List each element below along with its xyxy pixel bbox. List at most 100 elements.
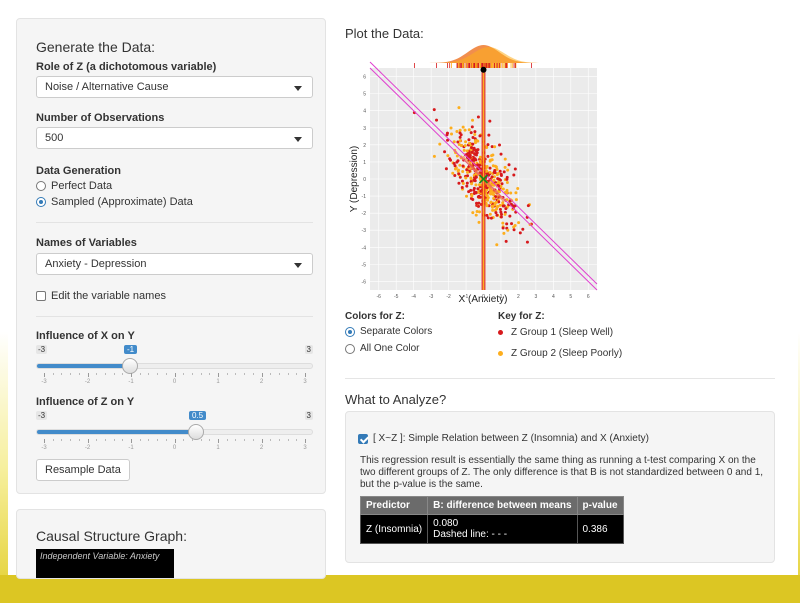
- data-point: [472, 158, 476, 162]
- radio-one-color-label: All One Color: [360, 343, 420, 354]
- data-point: [464, 176, 468, 180]
- data-point: [501, 221, 505, 225]
- names-select[interactable]: Anxiety - Depression: [36, 253, 313, 275]
- data-point: [508, 199, 512, 203]
- data-point: [498, 143, 502, 147]
- data-point: [494, 195, 498, 199]
- radio-separate-colors[interactable]: Separate Colors: [345, 326, 432, 337]
- slider-tick: [61, 373, 63, 375]
- key-item-group1: Z Group 1 (Sleep Well): [498, 327, 613, 338]
- x-tick-label: 6: [587, 294, 590, 300]
- radio-selected-icon[interactable]: [36, 197, 46, 207]
- data-point: [485, 193, 489, 197]
- radio-separate-colors-label: Separate Colors: [360, 326, 433, 337]
- names-select-value: Anxiety - Depression: [45, 258, 147, 270]
- data-point: [505, 177, 509, 181]
- data-point: [465, 149, 469, 153]
- data-point: [514, 191, 518, 195]
- radio-selected-icon[interactable]: [345, 326, 355, 337]
- checkbox-icon[interactable]: [36, 291, 46, 301]
- slider-tick: [287, 439, 289, 441]
- slider-tick: [226, 439, 228, 441]
- slider-fill: [37, 430, 197, 434]
- data-point: [471, 211, 475, 215]
- data-point: [460, 179, 464, 183]
- analyze-panel: [ X~Z ]: Simple Relation between Z (Inso…: [345, 411, 775, 563]
- x-influence-slider[interactable]: -3 3 -1 -3 -2 -1 0 1 2 3: [36, 345, 313, 405]
- causal-title: Causal Structure Graph:: [36, 528, 187, 544]
- slider-fill: [37, 364, 131, 368]
- data-point: [458, 128, 462, 132]
- z-influence-slider[interactable]: -3 3 0.5 -3 -2 -1 0 1 2 3: [36, 411, 313, 471]
- table-cell-b: 0.080 Dashed line: - - -: [427, 514, 578, 544]
- chevron-down-icon: [294, 86, 302, 91]
- z-slider-label: Influence of Z on Y: [36, 396, 135, 408]
- slider-tick-label: -1: [128, 445, 134, 451]
- data-point: [499, 215, 503, 219]
- data-point: [497, 200, 501, 204]
- slider-handle[interactable]: [188, 424, 204, 440]
- data-point: [477, 201, 481, 205]
- edit-names-checkbox[interactable]: Edit the variable names: [36, 290, 166, 302]
- data-point: [526, 204, 530, 208]
- data-point: [498, 169, 502, 173]
- slider-tick: [139, 373, 141, 375]
- data-point: [460, 186, 464, 190]
- data-point: [488, 166, 492, 170]
- slider-track[interactable]: [36, 363, 313, 369]
- radio-perfect-data[interactable]: Perfect Data: [36, 180, 112, 192]
- x-tick-label: -4: [411, 294, 416, 300]
- data-point: [455, 154, 459, 158]
- radio-one-color[interactable]: All One Color: [345, 343, 419, 354]
- data-point: [486, 216, 490, 220]
- slider-tick: [305, 439, 306, 443]
- data-point: [489, 216, 493, 220]
- colors-label: Colors for Z:: [345, 311, 405, 322]
- resample-button[interactable]: Resample Data: [36, 459, 130, 481]
- data-point: [461, 182, 465, 186]
- y-tick-label: 3: [363, 126, 366, 132]
- slider-tick-label: 0: [172, 379, 177, 385]
- slider-tick: [278, 439, 280, 441]
- data-point: [457, 172, 461, 176]
- slider-tick: [200, 439, 202, 441]
- slider-tick: [270, 439, 272, 441]
- slider-tick: [52, 373, 54, 375]
- slider-handle[interactable]: [122, 358, 138, 374]
- data-point: [504, 191, 508, 195]
- xz-relation-checkbox[interactable]: [ X~Z ]: Simple Relation between Z (Inso…: [358, 433, 649, 444]
- slider-tick: [104, 373, 106, 375]
- data-point: [472, 146, 476, 150]
- data-point: [485, 169, 489, 173]
- data-point: [471, 135, 475, 139]
- data-point: [475, 201, 479, 205]
- data-point: [456, 140, 460, 144]
- data-point: [470, 146, 474, 150]
- data-point: [498, 190, 502, 194]
- red-dot-icon: [498, 330, 503, 335]
- radio-icon[interactable]: [345, 343, 355, 354]
- checkbox-checked-icon[interactable]: [358, 433, 368, 444]
- slider-tick: [209, 373, 211, 375]
- data-point: [496, 177, 500, 181]
- y-tick-label: -3: [362, 228, 367, 234]
- slider-tick-label: -2: [84, 445, 91, 451]
- role-select[interactable]: Noise / Alternative Cause: [36, 76, 313, 98]
- data-point: [432, 154, 436, 158]
- data-point: [453, 174, 457, 178]
- data-point: [521, 227, 525, 231]
- radio-sampled-data[interactable]: Sampled (Approximate) Data: [36, 196, 193, 208]
- data-point: [492, 175, 496, 179]
- slider-tick: [104, 439, 106, 441]
- radio-icon[interactable]: [36, 181, 46, 191]
- slider-tick: [61, 439, 63, 441]
- x-tick-label: -3: [429, 294, 434, 300]
- slider-track[interactable]: [36, 429, 313, 435]
- y-tick-label: 5: [363, 92, 366, 98]
- slider-tick: [165, 373, 167, 375]
- obs-select[interactable]: 500: [36, 127, 313, 149]
- slider-min-label: -3: [36, 411, 48, 420]
- slider-tick: [122, 439, 124, 441]
- slider-tick: [87, 373, 89, 377]
- b-value: 0.080: [433, 518, 459, 529]
